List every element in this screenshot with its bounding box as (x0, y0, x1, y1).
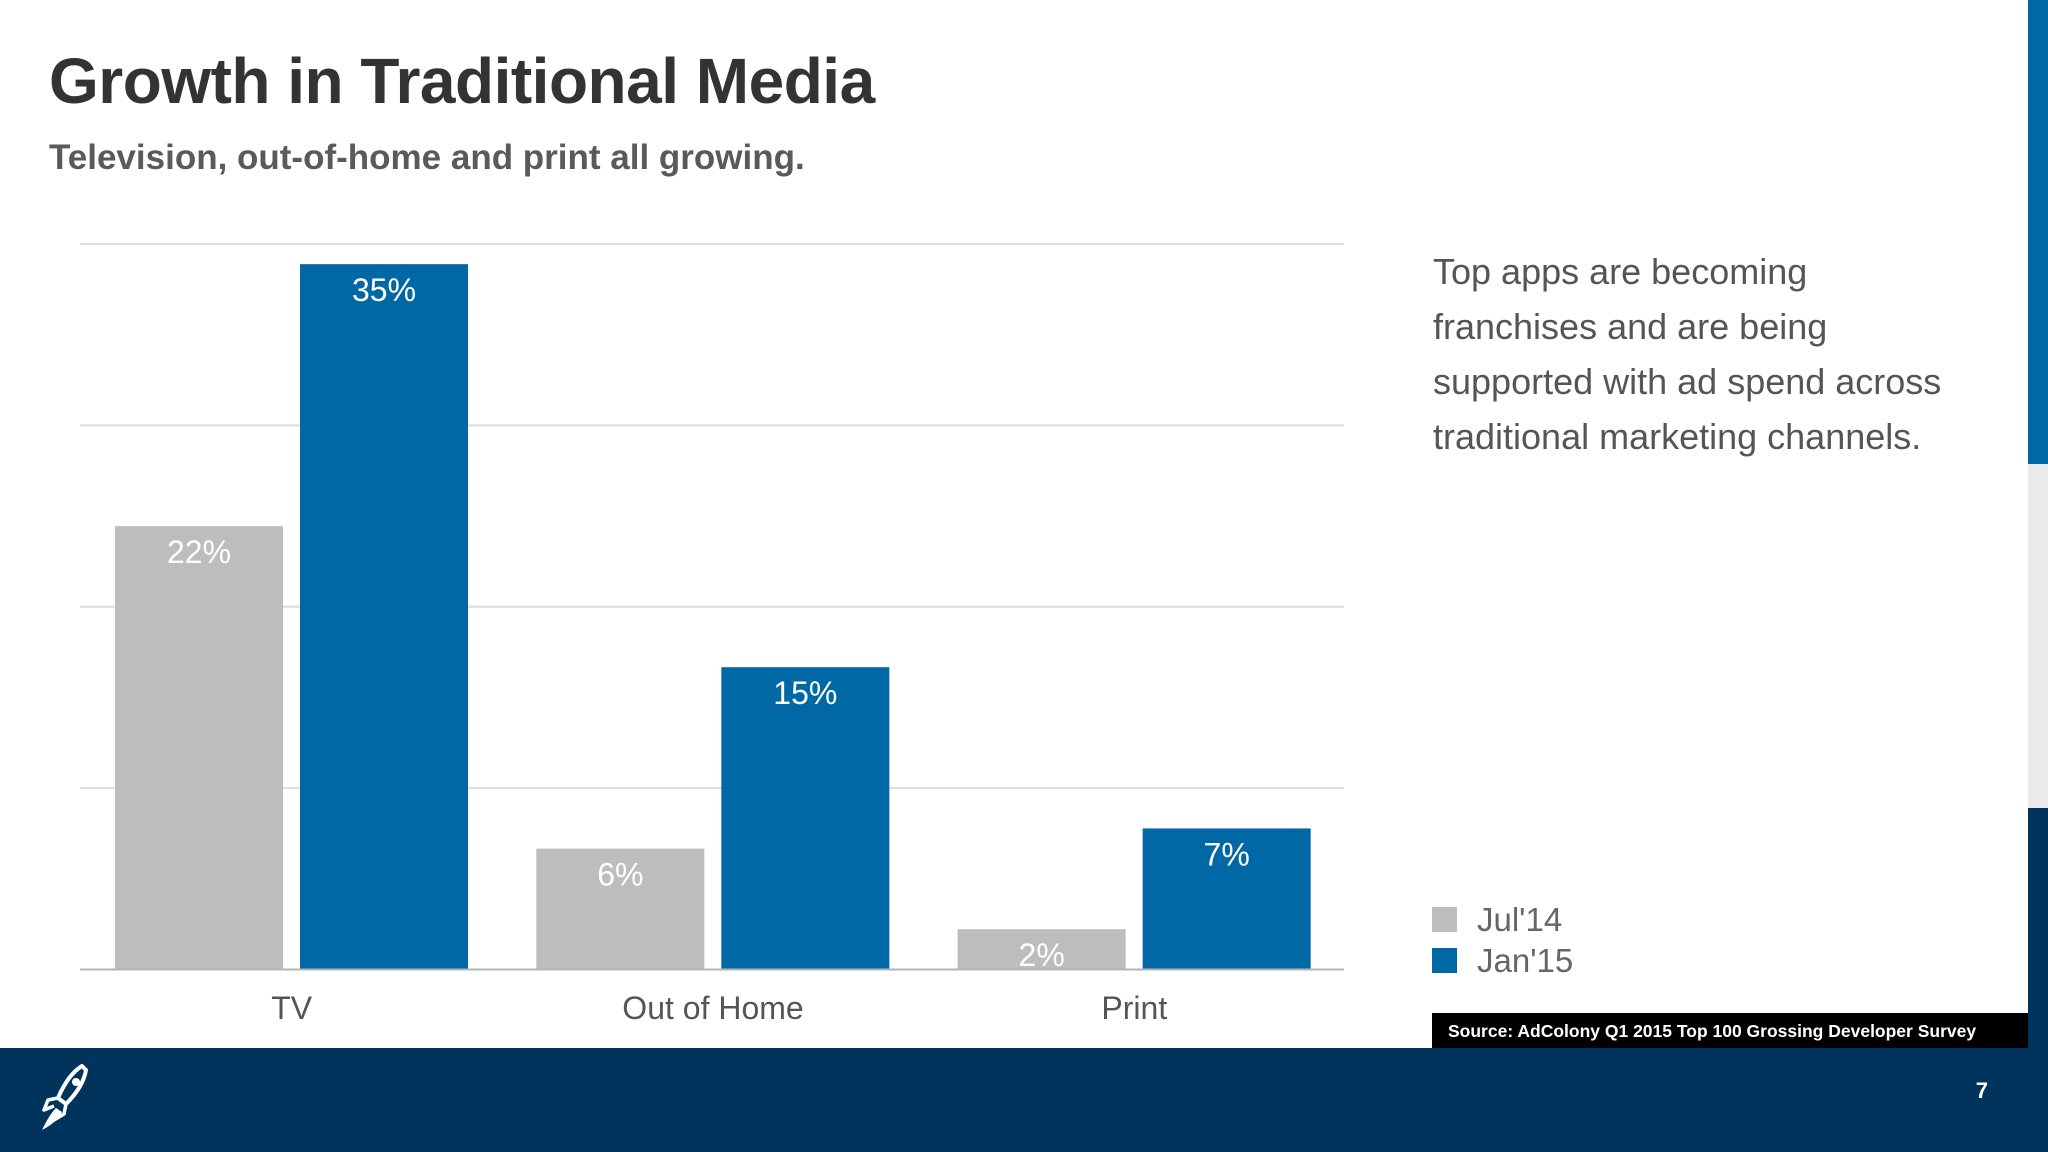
bar-value-label: 2% (1019, 937, 1065, 973)
category-label: TV (271, 990, 313, 1026)
bar-value-label: 7% (1204, 836, 1250, 872)
bar (957, 929, 1126, 970)
side-accent-blue (2028, 0, 2048, 464)
bar (115, 526, 283, 970)
bar-value-label: 6% (597, 857, 643, 893)
bar (536, 848, 705, 970)
bar-chart: 22% 35% TV 6% 15% Out of Home 2% 7% Print (80, 243, 1344, 1026)
bar (300, 264, 468, 970)
bar-value-label: 15% (773, 675, 837, 711)
page-number: 7 (1975, 1078, 1988, 1103)
source-note: Source: AdColony Q1 2015 Top 100 Grossin… (1432, 1013, 2030, 1050)
legend-swatch-jul14 (1432, 907, 1457, 932)
slide-title: Growth in Traditional Media (49, 45, 875, 117)
bar (721, 667, 890, 970)
chart-description: Top apps are becoming franchises and are… (1433, 251, 1942, 457)
legend-item-jul14: Jul'14 (1432, 899, 1573, 940)
bar (1142, 828, 1311, 970)
bar-value-label: 35% (352, 272, 416, 308)
side-accent-navy (2028, 808, 2048, 1048)
category-label: Out of Home (622, 990, 803, 1026)
chart-legend: Jul'14 Jan'15 (1432, 899, 1573, 981)
legend-label-jul14: Jul'14 (1477, 900, 1563, 938)
legend-item-jan15: Jan'15 (1432, 940, 1573, 981)
category-label: Print (1101, 990, 1167, 1026)
slide-subtitle: Television, out-of-home and print all gr… (49, 138, 805, 177)
rocket-icon (42, 1064, 88, 1130)
bar-value-label: 22% (167, 534, 231, 570)
footer-bar: 7 (0, 1048, 2048, 1152)
legend-label-jan15: Jan'15 (1477, 941, 1574, 979)
side-accent-strip (2028, 0, 2048, 1048)
side-accent-gray (2028, 464, 2048, 808)
legend-swatch-jan15 (1432, 948, 1457, 973)
